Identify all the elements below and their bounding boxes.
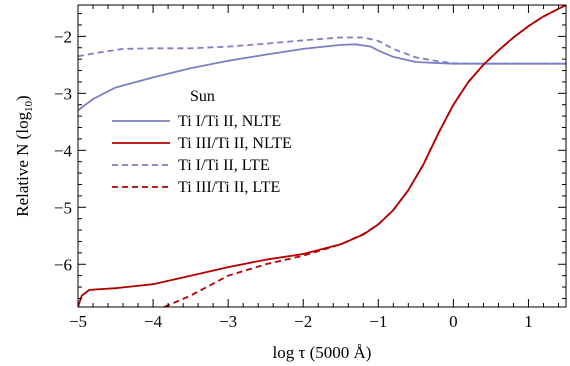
y-tick-label: −4 [54,141,73,160]
y-tick-label: −3 [54,84,72,103]
legend-title: Sun [190,88,215,105]
series-line-ti-iii-ti-ii-nlte-solid [78,5,566,307]
tick-layer [77,5,566,307]
x-tick-label: −5 [69,312,87,331]
y-tick-label: −6 [54,255,72,274]
tick-label-layer: −5 −4 −3 −2 −1 0 1 −6 −5 −4 −3 −2 [54,27,533,331]
legend-label: Ti I/Ti II, LTE [178,157,270,174]
series-line-ti-i-ti-ii-lte-dashed [78,36,566,65]
series-layer [78,5,566,307]
legend-label: Ti III/Ti II, LTE [178,179,280,196]
y-axis-label-main: Relative N (log [13,111,32,216]
series-line-ti-iii-ti-ii-lte-dashed [163,5,566,307]
y-tick-label: −5 [54,198,72,217]
legend-label: Ti III/Ti II, NLTE [178,135,292,152]
x-axis-label: log τ (5000 Å) [273,343,372,362]
legend: Sun Ti I/Ti II, NLTE Ti III/Ti II, NLTE Ti… [112,88,292,196]
plot-frame [77,4,567,308]
series-line-ti-i-ti-ii-nlte-solid [78,43,566,112]
y-axis-label-subscript: 10 [23,100,35,112]
legend-label: Ti I/Ti II, NLTE [178,113,281,130]
y-axis-label-close: ) [13,95,32,101]
x-tick-label: 0 [449,312,458,331]
x-tick-label: −2 [294,312,312,331]
x-tick-label: 1 [524,312,533,331]
x-tick-label: −1 [369,312,387,331]
y-tick-label: −2 [54,27,72,46]
x-tick-label: −4 [144,312,163,331]
y-axis-label: Relative N (log10) [13,95,35,216]
x-tick-label: −3 [219,312,237,331]
